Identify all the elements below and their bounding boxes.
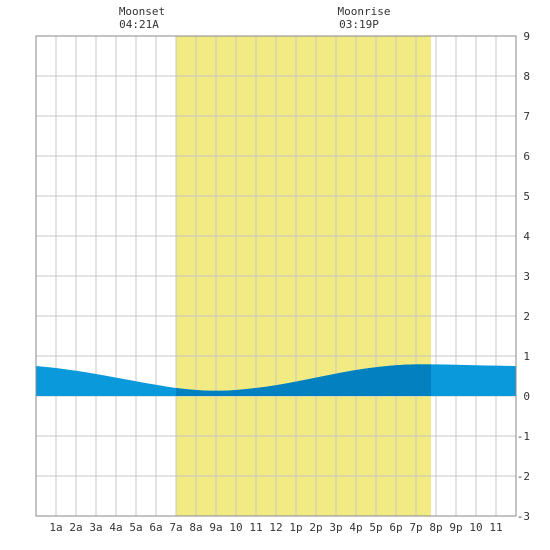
x-tick-label: 8p [429,521,442,534]
plot-frame [35,35,517,517]
x-tick-label: 4p [349,521,362,534]
x-tick-label: 6p [389,521,402,534]
x-tick-label: 8a [189,521,202,534]
y-tick-label: -1 [517,430,530,443]
y-axis-labels: -3 -2 -1 0 1 2 3 4 5 6 7 8 9 [517,30,531,523]
x-tick-label: 12 [269,521,282,534]
x-tick-label: 1a [49,521,62,534]
y-tick-label: 9 [523,30,530,43]
x-tick-label: 9p [449,521,462,534]
x-tick-label: 10 [229,521,242,534]
moonset-label: Moonset [119,5,165,18]
x-tick-label: 2a [69,521,82,534]
x-tick-label: 2p [309,521,322,534]
x-tick-label: 11 [489,521,502,534]
moonrise-label: Moonrise [338,5,391,18]
y-tick-label: 6 [523,150,530,163]
x-tick-label: 6a [149,521,162,534]
y-tick-label: 1 [523,350,530,363]
x-tick-label: 3a [89,521,102,534]
x-tick-label: 9a [209,521,222,534]
y-tick-label: 4 [523,230,530,243]
y-tick-label: 2 [523,310,530,323]
moonset-time: 04:21A [119,18,159,31]
x-axis-labels: 1a 2a 3a 4a 5a 6a 7a 8a 9a 10 11 12 1p 2p 3p 4p 5p 6p 7p 8p… [49,521,502,534]
y-tick-label: 8 [523,70,530,83]
x-tick-label: 1p [289,521,302,534]
x-tick-label: 5p [369,521,382,534]
y-tick-label: 0 [523,390,530,403]
y-tick-label: 5 [523,190,530,203]
grid-lines [36,36,516,516]
x-tick-label: 11 [249,521,262,534]
moonrise-time: 03:19P [339,18,379,31]
y-tick-label: 7 [523,110,530,123]
y-tick-label: -3 [517,510,530,523]
y-tick-label: 3 [523,270,530,283]
x-tick-label: 5a [129,521,142,534]
x-tick-label: 3p [329,521,342,534]
tide-area-day [176,364,431,396]
y-tick-label: -2 [517,470,530,483]
x-tick-label: 10 [469,521,482,534]
x-tick-label: 7p [409,521,422,534]
x-tick-label: 4a [109,521,122,534]
x-tick-label: 7a [169,521,182,534]
